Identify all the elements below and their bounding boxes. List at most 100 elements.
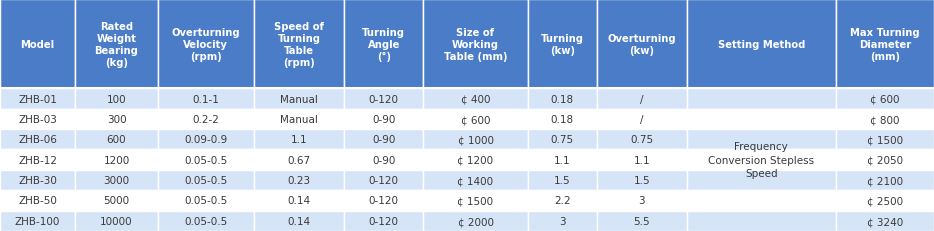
Bar <box>0 89 76 109</box>
Text: 0-120: 0-120 <box>369 175 399 185</box>
Bar <box>158 170 254 190</box>
Text: 0.18: 0.18 <box>551 94 574 104</box>
Bar <box>529 150 597 170</box>
Bar <box>345 109 423 130</box>
Text: ¢ 600: ¢ 600 <box>870 94 899 104</box>
Text: ¢ 2000: ¢ 2000 <box>458 216 493 226</box>
Bar <box>0 211 76 231</box>
Text: ¢ 400: ¢ 400 <box>460 94 490 104</box>
Bar <box>254 150 345 170</box>
Text: 0.67: 0.67 <box>288 155 311 165</box>
Text: Overturning
(kw): Overturning (kw) <box>607 33 676 55</box>
Bar <box>254 190 345 211</box>
Text: 1.1: 1.1 <box>554 155 571 165</box>
Bar <box>836 150 934 170</box>
Text: 0.18: 0.18 <box>551 114 574 124</box>
Bar <box>597 130 686 150</box>
Bar <box>76 211 158 231</box>
Bar <box>686 170 836 190</box>
Text: Manual: Manual <box>280 114 318 124</box>
Text: ZHB-12: ZHB-12 <box>18 155 57 165</box>
Bar <box>254 109 345 130</box>
Bar <box>0 170 76 190</box>
Text: ¢ 1500: ¢ 1500 <box>867 135 903 145</box>
Bar <box>254 211 345 231</box>
Bar <box>423 130 529 150</box>
Bar <box>836 0 934 89</box>
Text: Turning
(kw): Turning (kw) <box>541 33 584 55</box>
Bar <box>345 170 423 190</box>
Text: ZHB-06: ZHB-06 <box>19 135 57 145</box>
Bar <box>158 211 254 231</box>
Bar <box>836 211 934 231</box>
Bar <box>423 109 529 130</box>
Text: 5.5: 5.5 <box>633 216 650 226</box>
Bar <box>76 150 158 170</box>
Text: Max Turning
Diameter
(mm): Max Turning Diameter (mm) <box>850 27 920 61</box>
Bar <box>254 0 345 89</box>
Text: ¢ 2500: ¢ 2500 <box>867 196 903 206</box>
Bar <box>529 0 597 89</box>
Bar <box>597 170 686 190</box>
Text: 0-90: 0-90 <box>372 114 395 124</box>
Bar <box>686 211 836 231</box>
Bar <box>76 89 158 109</box>
Bar <box>0 190 76 211</box>
Bar <box>0 0 76 89</box>
Text: ¢ 600: ¢ 600 <box>460 114 490 124</box>
Text: /: / <box>640 94 644 104</box>
Bar <box>76 0 158 89</box>
Text: Size of
Working
Table (mm): Size of Working Table (mm) <box>444 27 507 61</box>
Bar <box>597 150 686 170</box>
Bar <box>423 170 529 190</box>
Bar <box>686 150 836 170</box>
Bar <box>345 130 423 150</box>
Bar <box>158 89 254 109</box>
Text: 0.75: 0.75 <box>551 135 574 145</box>
Text: 100: 100 <box>106 94 126 104</box>
Text: Model: Model <box>21 40 55 49</box>
Text: 1.5: 1.5 <box>554 175 571 185</box>
Text: 1.1: 1.1 <box>291 135 307 145</box>
Text: ZHB-50: ZHB-50 <box>19 196 57 206</box>
Bar <box>76 130 158 150</box>
Text: 0.09-0.9: 0.09-0.9 <box>184 135 228 145</box>
Text: 0-120: 0-120 <box>369 196 399 206</box>
Bar <box>423 0 529 89</box>
Text: 1200: 1200 <box>104 155 130 165</box>
Text: 5000: 5000 <box>104 196 130 206</box>
Text: ZHB-30: ZHB-30 <box>19 175 57 185</box>
Text: 0.05-0.5: 0.05-0.5 <box>184 196 228 206</box>
Bar <box>254 130 345 150</box>
Bar <box>836 89 934 109</box>
Bar <box>423 190 529 211</box>
Bar <box>836 190 934 211</box>
Text: ¢ 1400: ¢ 1400 <box>458 175 493 185</box>
Text: Manual: Manual <box>280 94 318 104</box>
Bar <box>76 109 158 130</box>
Bar <box>597 89 686 109</box>
Text: 3: 3 <box>559 216 566 226</box>
Text: 0.05-0.5: 0.05-0.5 <box>184 155 228 165</box>
Text: 1.1: 1.1 <box>633 155 650 165</box>
Text: 0-90: 0-90 <box>372 155 395 165</box>
Text: 0.23: 0.23 <box>288 175 311 185</box>
Bar <box>597 109 686 130</box>
Bar <box>423 150 529 170</box>
Text: Turning
Angle
(°): Turning Angle (°) <box>362 27 405 61</box>
Text: 0.1-1: 0.1-1 <box>192 94 219 104</box>
Bar <box>529 89 597 109</box>
Text: 0.05-0.5: 0.05-0.5 <box>184 216 228 226</box>
Bar <box>158 190 254 211</box>
Text: Setting Method: Setting Method <box>717 40 805 49</box>
Text: ZHB-03: ZHB-03 <box>19 114 57 124</box>
Bar <box>254 170 345 190</box>
Text: 0.2-2: 0.2-2 <box>192 114 219 124</box>
Bar <box>158 130 254 150</box>
Bar <box>597 190 686 211</box>
Text: ¢ 1200: ¢ 1200 <box>458 155 493 165</box>
Bar <box>529 130 597 150</box>
Bar <box>345 150 423 170</box>
Text: 0.14: 0.14 <box>288 216 311 226</box>
Text: 600: 600 <box>106 135 126 145</box>
